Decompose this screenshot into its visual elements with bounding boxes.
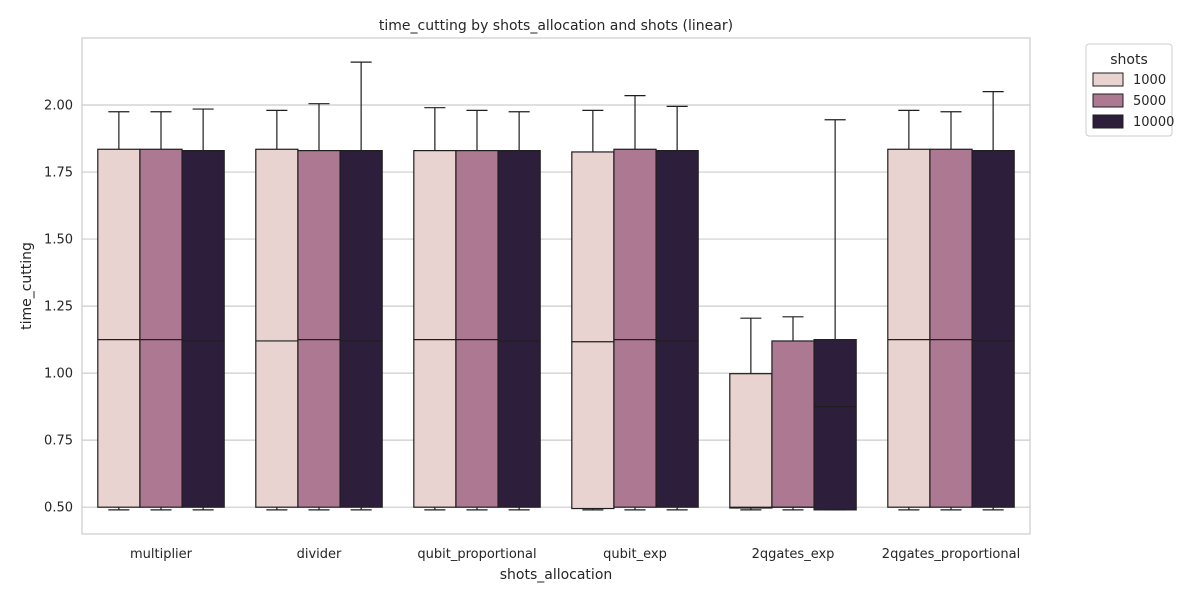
box-1000: [413, 150, 457, 508]
box-10000: [497, 150, 541, 508]
box-group-multiplier: [97, 108, 225, 511]
legend-label: 5000: [1133, 94, 1166, 109]
box-1000: [97, 148, 141, 508]
x-tick-label: qubit_exp: [603, 547, 667, 562]
y-axis-label: time_cutting: [19, 242, 35, 330]
legend: shots 1000 5000 10000: [1085, 43, 1174, 137]
x-tick-label: qubit_proportional: [417, 547, 536, 562]
box-group-qubit_proportional: [413, 107, 541, 511]
box-10000: [813, 339, 857, 511]
box-1000: [729, 373, 773, 509]
box-group-2qgates_exp: [729, 119, 857, 511]
box-5000: [297, 150, 341, 508]
box-1000: [255, 148, 299, 508]
y-tick-label: 2.00: [44, 99, 73, 114]
chart-title: time_cutting by shots_allocation and sho…: [379, 18, 733, 34]
plot-frame: [81, 37, 1031, 535]
y-tick-label: 1.75: [44, 166, 73, 181]
y-tick-label: 0.75: [44, 434, 73, 449]
x-tick-label: divider: [297, 547, 342, 562]
x-axis-label: shots_allocation: [500, 567, 613, 583]
y-tick-label: 1.00: [44, 367, 73, 382]
legend-swatch-10000: [1092, 114, 1124, 129]
y-tick-label: 0.50: [44, 501, 73, 516]
box-10000: [655, 150, 699, 508]
box-groups: [97, 61, 1015, 511]
box-10000: [339, 150, 383, 508]
box-group-2qgates_proportional: [887, 91, 1015, 511]
box-5000: [613, 148, 657, 508]
box-1000: [571, 151, 615, 510]
x-tick-label: multiplier: [130, 547, 193, 562]
x-tick-label: 2qgates_exp: [752, 547, 835, 562]
box-5000: [929, 148, 973, 508]
box-group-qubit_exp: [571, 95, 699, 511]
legend-label: 1000: [1133, 73, 1166, 88]
x-tick-labels: multiplier divider qubit_proportional qubit…: [130, 547, 1020, 562]
box-5000: [455, 150, 499, 508]
box-10000: [971, 150, 1015, 508]
grid-lines: [82, 104, 1030, 508]
legend-label: 10000: [1133, 115, 1174, 130]
legend-frame: [1085, 43, 1173, 137]
legend-entries: 1000 5000 10000: [1092, 72, 1174, 130]
box-5000: [771, 340, 815, 508]
box-10000: [181, 150, 225, 508]
x-tick-label: 2qgates_proportional: [882, 547, 1020, 562]
legend-swatch-5000: [1092, 93, 1124, 108]
legend-swatch-1000: [1092, 72, 1124, 87]
box-5000: [139, 148, 183, 508]
y-tick-label: 1.50: [44, 233, 73, 248]
legend-title: shots: [1110, 52, 1148, 68]
box-group-divider: [255, 61, 383, 511]
box-1000: [887, 148, 931, 508]
y-tick-label: 1.25: [44, 300, 73, 315]
y-tick-labels: 0.50 0.75 1.00 1.25 1.50 1.75 2.00: [44, 99, 73, 516]
